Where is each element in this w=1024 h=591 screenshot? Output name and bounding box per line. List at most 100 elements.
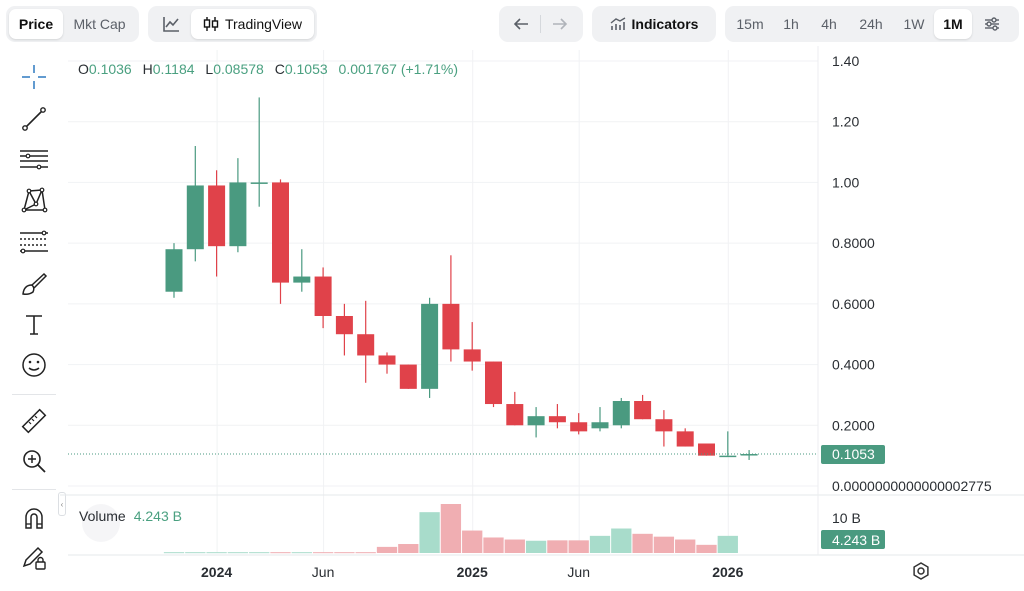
chart-settings-gear[interactable] [911,561,931,581]
interval-4h[interactable]: 4h [821,16,837,32]
volume-bar [483,537,504,553]
volume-bar [206,552,227,554]
candle-body [463,349,481,362]
divider [540,15,541,33]
x-tick-label: 2025 [457,564,488,580]
candle [485,361,502,408]
crosshair-tool[interactable] [16,59,52,95]
indicators-icon [610,17,625,30]
indicators-button[interactable]: Indicators [595,9,713,39]
y-tick-label: 0.0000000000000002775 [832,478,992,494]
candle [165,243,183,298]
volume-bar [398,544,419,553]
brush-tool[interactable] [16,266,52,302]
candle [506,391,524,426]
candle-body [378,355,396,365]
collapse-toolbar-handle[interactable]: ‹ [58,492,66,516]
candle [378,352,396,374]
candle-body [250,182,268,184]
y-tick-label: 1.20 [832,114,859,130]
zoom-in-icon [23,450,46,473]
redo-button[interactable] [541,9,579,39]
volume-bar [525,540,547,553]
pattern-icon [21,187,48,213]
volume-bar [376,546,398,553]
candle [591,407,609,432]
tool-divider [12,489,56,490]
tradingview-button[interactable]: TradingView [191,9,314,39]
candle-body [698,443,715,456]
candle-body [485,361,502,405]
top-toolbar: Price Mkt Cap TradingView [0,0,1024,46]
volume-axis-label: 10 B [832,510,861,526]
volume-bar [547,540,568,553]
volume-bar [185,552,206,554]
candle-body [591,422,609,429]
mktcap-button[interactable]: Mkt Cap [73,16,126,32]
close-key: C [274,61,285,77]
fibonacci-tool[interactable] [16,224,52,260]
trendline-tool[interactable] [16,101,52,137]
volume-bar [717,535,738,553]
smiley-icon [22,353,46,377]
pattern-tool[interactable] [16,182,52,218]
interval-1w[interactable]: 1W [903,16,925,32]
y-tick-label: 0.4000 [832,357,875,373]
candle-body [335,316,353,335]
candle-body [293,276,311,283]
text-icon [26,315,42,335]
volume-bar [291,552,312,554]
x-axis-labels: 2024 Jun 2025 Jun 2026 [201,564,744,580]
candle [186,146,204,262]
text-tool[interactable] [16,306,52,342]
candle [293,249,311,292]
volume-legend: Volume 4.243 B [79,508,182,524]
zoom-tool[interactable] [16,443,52,479]
interval-15m[interactable]: 15m [736,16,764,32]
price-button[interactable]: Price [9,9,63,39]
candle [229,158,247,253]
volume-value: 4.243 B [133,508,182,524]
line-chart-button[interactable] [151,9,191,39]
close-value: 0.1053 [284,61,328,77]
last-price-tag-text: 0.1053 [832,446,875,462]
measure-tool[interactable] [16,403,52,439]
indicators-label: Indicators [631,16,699,32]
volume-tag [821,530,885,549]
volume-bar [227,552,249,554]
volume-tag-text: 4.243 B [832,532,880,548]
sliders-icon [985,17,999,31]
volume-bar [675,539,696,553]
price-mktcap-toggle: Price Mkt Cap [6,6,139,42]
interval-24h[interactable]: 24h [859,16,883,32]
x-tick-label: Jun [567,564,590,580]
candle [655,410,673,447]
magnet-tool[interactable] [16,500,52,536]
candle [676,428,694,447]
interval-1m[interactable]: 1M [934,9,972,39]
chart-settings-button[interactable] [972,9,1012,39]
chart-overlays: 0.1053 4.243 B [68,445,885,549]
lock-drawings-tool[interactable] [16,540,52,576]
x-tick-label: Jun [312,564,335,580]
emoji-tool[interactable] [16,347,52,383]
candle [634,394,652,420]
high-value: 0.1184 [152,61,195,77]
fibonacci-icon [20,230,48,254]
candle-body [314,276,332,316]
interval-1h[interactable]: 1h [783,16,799,32]
y-tick-label: 0.8000 [832,235,875,251]
volume-bar [611,528,632,553]
line-chart-icon [163,17,179,32]
candle-body [442,303,460,350]
horizontal-lines-tool[interactable] [16,141,52,177]
low-key: L [205,61,214,77]
candle [442,255,460,362]
y-tick-label: 1.00 [832,174,859,190]
crosshair-icon [22,65,46,89]
candle-body [357,334,375,356]
undo-button[interactable] [502,9,540,39]
candle-body [634,401,652,420]
candle-body [548,416,566,423]
